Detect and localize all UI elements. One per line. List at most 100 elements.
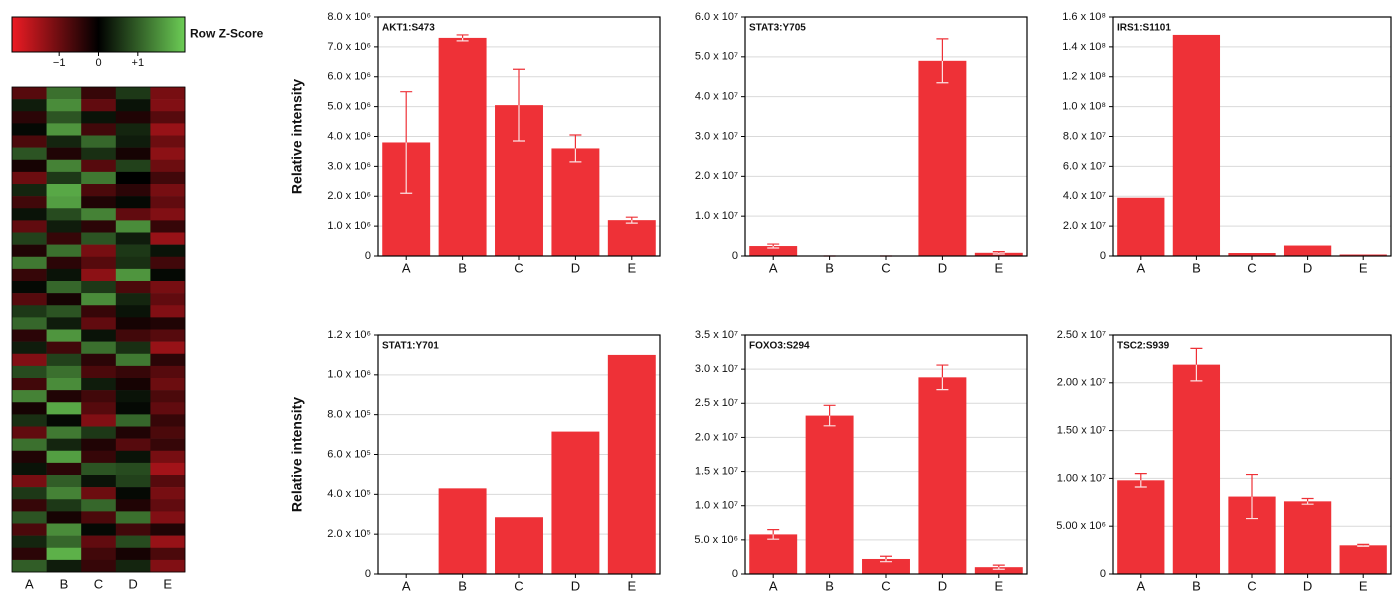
bar [749,534,798,574]
y-tick-label: 0 [1100,568,1106,580]
bar [1228,253,1276,256]
plot-frame [377,334,661,575]
y-tick-label: 1.0 x 10⁷ [695,500,738,512]
heatmap-cell [115,293,151,306]
x-tick-label: B [458,260,467,275]
heatmap-cell [150,535,186,549]
heatmap-cell [115,184,151,197]
x-tick-label: A [1136,260,1145,275]
heatmap-cell [115,220,151,233]
heatmap-cell [115,208,151,221]
error-bar-lower [400,142,413,194]
x-tick-label: A [1136,578,1145,592]
heatmap-cell [12,547,47,561]
heatmap-cell [150,547,186,561]
panel-title: STAT1:Y701 [382,341,439,352]
y-tick-label: 1.5 x 10⁷ [695,465,738,477]
heatmap-cell [115,450,151,464]
bar [607,220,656,256]
heatmap-cell [81,390,117,403]
heatmap-cell [81,135,117,148]
heatmap-cell [81,256,117,270]
error-bar-lower [992,252,1005,255]
heatmap-cell [46,353,82,367]
heatmap-cell [81,450,117,464]
bar [1172,34,1221,256]
heatmap-cell [12,220,47,233]
heatmap-cell [12,414,47,427]
heatmap-cell [150,559,186,573]
bar [1172,364,1221,574]
plot-frame [1112,334,1392,575]
heatmap-cell [12,244,47,258]
heatmap-cell [81,281,117,294]
heatmap-cell [150,426,186,439]
heatmap-cell [12,208,47,221]
heatmap-cell [46,535,82,549]
x-tick-label: E [994,578,1003,592]
heatmap-cell [150,111,186,124]
heatmap-cell [115,438,151,452]
heatmap-cell [46,99,82,112]
heatmap-cell [115,256,151,270]
error-bar-upper [767,529,780,535]
y-tick-label: 8.0 x 10⁵ [327,409,371,421]
y-tick-label: 5.0 x 10⁷ [695,51,738,63]
heatmap-cell [150,487,186,500]
heatmap-cell [115,196,151,209]
y-tick-label: 1.2 x 10⁶ [327,329,371,341]
bar [551,148,600,256]
heatmap-cell [46,426,82,439]
heatmap-cell [81,487,117,500]
bar [1339,254,1387,256]
y-tick-label: 3.0 x 10⁷ [695,130,738,142]
bar [551,431,600,574]
heatmap-column-label: C [94,576,103,591]
heatmap-cell [150,220,186,233]
panel-title: TSC2:S939 [1117,341,1170,352]
heatmap-cell [150,208,186,221]
heatmap-cell [115,123,151,136]
heatmap-cell [12,147,47,161]
heatmap-cell [150,402,186,415]
heatmap-cell [81,159,117,173]
error-bar-upper [569,134,582,149]
heatmap-cell [150,353,186,367]
error-bar-upper [1357,543,1370,546]
heatmap-cell [46,159,82,173]
heatmap-cell [12,281,47,294]
heatmap-cell [115,365,151,379]
heatmap-cell [150,147,186,161]
heatmap-cell [12,196,47,209]
x-tick-label: D [1303,578,1312,592]
error-bar-upper [1246,473,1258,497]
heatmap-cell [81,244,117,258]
y-tick-label: 8.0 x 10⁶ [327,11,371,23]
heatmap-cell [12,293,47,306]
x-tick-label: C [1247,578,1256,592]
y-tick-label: 0 [1100,250,1106,262]
heatmap-cell [115,511,151,524]
bar [495,517,543,574]
heatmap-cell [150,414,186,427]
heatmap-cell [46,220,82,233]
bar [438,37,487,256]
heatmap-cell [81,402,117,415]
error-bar-upper [1134,473,1147,481]
error-bar-upper [823,404,836,416]
heatmap-cell [81,196,117,209]
x-tick-label: B [1192,578,1201,592]
heatmap-cell [46,438,82,452]
heatmap-cell [81,341,117,355]
y-tick-label: 5.00 x 10⁶ [1056,520,1106,532]
heatmap-cell [12,268,47,282]
error-bar-lower [1134,480,1147,488]
x-tick-label: C [514,578,523,592]
heatmap-cell [81,535,117,549]
y-tick-label: 2.0 x 10⁷ [695,170,738,182]
error-bar-lower [936,60,949,84]
heatmap-cell [12,523,47,536]
heatmap-cell [46,511,82,524]
heatmap-cell [81,547,117,561]
